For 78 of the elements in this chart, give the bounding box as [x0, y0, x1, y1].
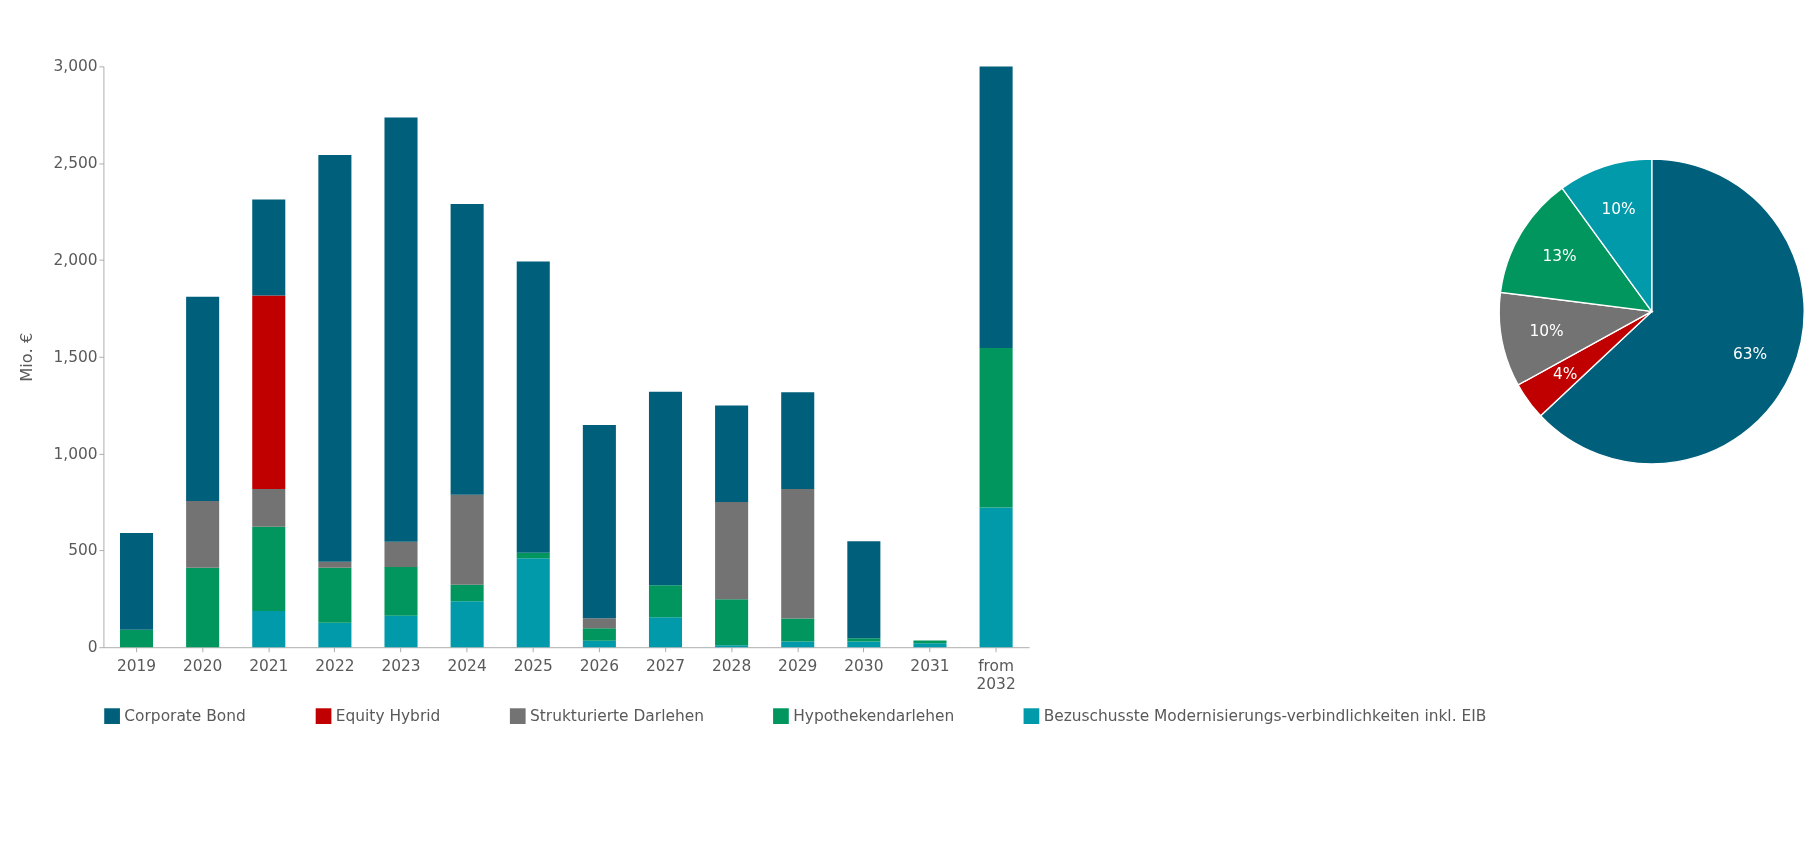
- x-tick-label: 2028: [712, 657, 752, 676]
- bar: [781, 392, 815, 490]
- bar: [979, 348, 1013, 508]
- bar: [318, 561, 352, 568]
- y-tick-label: 3,000: [53, 57, 98, 76]
- bar: [384, 117, 418, 542]
- bar: [582, 618, 616, 629]
- bar: [516, 261, 550, 553]
- data-label: 4%: [1552, 364, 1578, 383]
- y-tick-label: 500: [68, 541, 98, 560]
- bar: [715, 502, 749, 600]
- bar: [450, 601, 484, 648]
- bar: [450, 494, 484, 585]
- bar: [252, 526, 286, 612]
- legend-label: Hypothekendarlehen: [793, 706, 955, 725]
- bar: [252, 489, 286, 527]
- bar: [847, 638, 881, 642]
- x-tick-label: 2023: [381, 657, 421, 676]
- x-tick-label: 2026: [579, 657, 619, 676]
- data-label: 10%: [1601, 200, 1636, 219]
- y-tick-label: 0: [87, 638, 98, 657]
- x-tick-label: 2021: [249, 657, 289, 676]
- bar: [913, 640, 947, 644]
- bar: [450, 584, 484, 602]
- bar: [252, 199, 286, 296]
- bar: [318, 154, 352, 562]
- bar: [979, 66, 1013, 349]
- bar: [252, 611, 286, 648]
- bar: [516, 558, 550, 648]
- bar: [119, 629, 154, 648]
- legend-label: Strukturierte Darlehen: [530, 706, 704, 725]
- x-tick-label: 2019: [116, 657, 157, 676]
- bar: [847, 541, 881, 639]
- legend-label: Bezuschusste Modernisierungs-verbindlichkeiten inkl. EIB: [1043, 706, 1487, 725]
- data-label: 13%: [1542, 247, 1577, 266]
- bar: [384, 541, 418, 567]
- legend-label: Corporate Bond: [124, 706, 246, 725]
- x-tick-label: 2030: [844, 657, 884, 676]
- bar: [582, 424, 616, 619]
- bar: [318, 567, 352, 623]
- bar: [582, 640, 616, 648]
- bar: [384, 566, 418, 616]
- bar: [847, 641, 881, 648]
- bar: [781, 489, 815, 619]
- bar: [186, 567, 220, 648]
- bar: [119, 533, 154, 630]
- bar: [715, 405, 749, 503]
- bar: [781, 618, 815, 642]
- bar: [186, 501, 220, 568]
- bar: [318, 622, 352, 648]
- bar: [384, 615, 418, 648]
- y-tick-label: 2,500: [53, 154, 98, 173]
- bar: [648, 617, 683, 648]
- x-tick-label: 2020: [183, 657, 223, 676]
- bar: [648, 391, 683, 586]
- data-label: 10%: [1529, 322, 1564, 341]
- bar: [450, 204, 484, 495]
- legend-label: Equity Hybrid: [335, 706, 441, 725]
- y-tick-label: 2,000: [53, 251, 98, 270]
- data-label: 63%: [1732, 344, 1768, 363]
- bar: [582, 628, 616, 641]
- bar: [186, 296, 220, 502]
- x-tick-label: 2022: [315, 657, 355, 676]
- bar: [252, 295, 286, 490]
- x-tick-label: 2024: [447, 657, 487, 676]
- x-tick-label: 2029: [778, 657, 818, 676]
- x-tick-label: from 2032: [976, 657, 1016, 693]
- y-tick-label: 1,500: [53, 347, 98, 366]
- y-tick-label: 1,000: [53, 444, 98, 463]
- bar: [715, 599, 749, 646]
- y-axis-title: Mio. €: [16, 332, 36, 382]
- bar: [648, 585, 683, 618]
- x-tick-label: 2027: [645, 657, 686, 676]
- bar: [913, 643, 947, 648]
- bar: [979, 507, 1013, 648]
- x-tick-label: 2031: [910, 657, 950, 676]
- x-tick-label: 2025: [513, 657, 553, 676]
- bar: [781, 641, 815, 648]
